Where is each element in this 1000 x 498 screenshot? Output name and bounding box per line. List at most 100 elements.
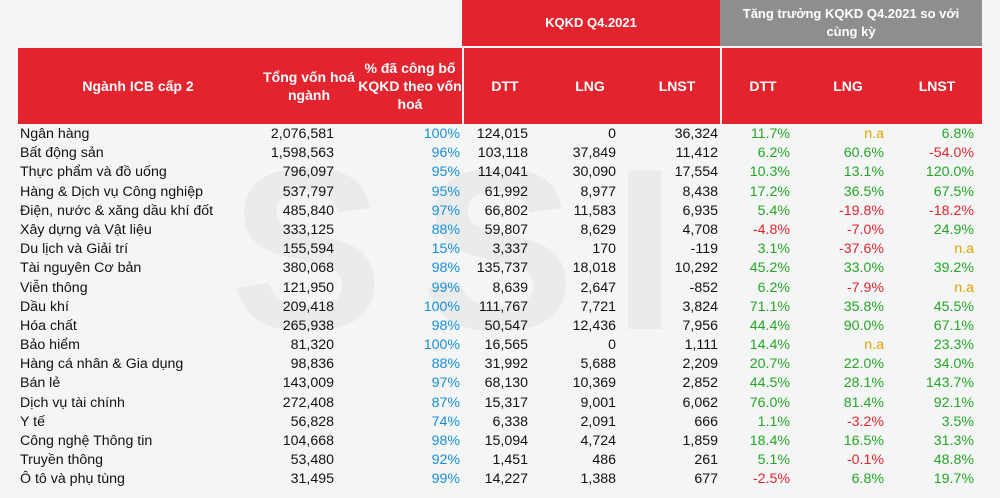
dtt-cell: 103,118 (477, 145, 528, 162)
market-cap-cell: 56,828 (290, 413, 334, 430)
lnst-cell: 261 (694, 452, 718, 469)
dtt-cell: 59,807 (484, 221, 528, 238)
lnst-cell: 7,956 (682, 317, 718, 334)
industry-cell: Dầu khí (20, 298, 69, 315)
dtt-cell: 6,338 (492, 413, 528, 430)
growth-dtt-cell: 6.2% (757, 145, 790, 162)
dtt-cell: 16,565 (484, 337, 528, 354)
market-cap-cell: 104,668 (282, 433, 334, 449)
dtt-cell: 31,992 (484, 356, 528, 373)
lng-cell: 12,436 (572, 317, 616, 334)
industry-cell: Bất động sản (20, 145, 104, 162)
pct-reported-cell: 95% (431, 183, 460, 200)
industry-cell: Bảo hiểm (20, 337, 80, 354)
lng-cell: 37,849 (572, 145, 616, 162)
market-cap-cell: 121,950 (282, 279, 334, 296)
dtt-cell: 8,639 (492, 279, 528, 296)
growth-lng-cell: 35.8% (843, 298, 884, 315)
growth-lnst-cell: 67.1% (933, 317, 974, 334)
lnst-cell: 17,554 (674, 164, 718, 181)
pct-reported-cell: 96% (431, 145, 460, 162)
pct-reported-cell: 100% (423, 337, 460, 354)
header-divider (720, 48, 722, 124)
dtt-cell: 68,130 (484, 375, 528, 392)
growth-dtt-cell: 20.7% (749, 356, 790, 373)
pct-reported-cell: 98% (431, 260, 460, 277)
growth-lnst-cell: 24.9% (933, 221, 974, 238)
col-header-lnst: LNST (658, 78, 696, 94)
lng-cell: 18,018 (572, 260, 616, 277)
industry-cell: Bán lẻ (20, 375, 61, 392)
growth-dtt-cell: 3.1% (757, 241, 790, 258)
lng-cell: 170 (592, 241, 616, 258)
growth-lng-cell: n.a (864, 337, 884, 354)
growth-lng-cell: 33.0% (843, 260, 884, 277)
growth-lnst-cell: 120.0% (925, 164, 974, 181)
pct-reported-cell: 87% (431, 394, 460, 411)
industry-cell: Hàng & Dịch vụ Công nghiệp (20, 183, 203, 200)
pct-reported-cell: 100% (423, 298, 460, 315)
market-cap-cell: 333,125 (282, 221, 334, 238)
dtt-cell: 15,094 (484, 433, 528, 449)
growth-lnst-cell: 48.8% (933, 452, 974, 469)
dtt-cell: 135,737 (476, 260, 528, 277)
table-row: Bảo hiểm 81,320 100% 16,565 0 1,111 14.4% n.a 23… (18, 336, 982, 355)
table-row: Hàng & Dịch vụ Công nghiệp 537,797 95% 61,9… (18, 183, 982, 202)
growth-lnst-cell: 3.5% (941, 413, 974, 430)
table-row: Hóa chất 265,938 98% 50,547 12,436 7,956 44.4%… (18, 317, 982, 336)
growth-dtt-cell: 44.4% (749, 317, 790, 334)
growth-lnst-cell: 6.8% (941, 126, 974, 142)
market-cap-cell: 209,418 (282, 298, 334, 315)
lng-cell: 0 (608, 126, 616, 142)
table-row: Dầu khí 209,418 100% 111,767 7,721 3,824 71.1%… (18, 298, 982, 317)
growth-dtt-cell: 10.3% (749, 164, 790, 181)
table-row: Dịch vụ tài chính 272,408 87% 15,317 9,001 6,… (18, 394, 982, 413)
pct-reported-cell: 15% (431, 241, 460, 258)
dtt-cell: 66,802 (484, 202, 528, 219)
lng-cell: 0 (608, 337, 616, 354)
industry-cell: Y tế (20, 413, 45, 430)
lng-cell: 2,091 (580, 413, 616, 430)
growth-dtt-cell: 76.0% (749, 394, 790, 411)
pct-reported-cell: 99% (431, 471, 460, 488)
industry-cell: Hóa chất (20, 317, 77, 334)
growth-lnst-cell: n.a (954, 241, 974, 258)
dtt-cell: 111,767 (478, 298, 528, 315)
pct-reported-cell: 74% (431, 413, 460, 430)
col-header-growth-lnst: LNST (918, 78, 956, 94)
pct-reported-cell: 88% (431, 221, 460, 238)
table-row: Y tế 56,828 74% 6,338 2,091 666 1.1% -3.2% 3.5% (18, 413, 982, 432)
market-cap-cell: 53,480 (290, 452, 334, 469)
growth-lnst-cell: -54.0% (929, 145, 974, 162)
lng-cell: 5,688 (580, 356, 616, 373)
lnst-cell: -852 (689, 279, 718, 296)
table-row: Du lịch và Giải trí 155,594 15% 3,337 170 -11… (18, 240, 982, 259)
growth-dtt-cell: 18.4% (749, 433, 790, 449)
growth-lng-cell: -0.1% (846, 452, 884, 469)
pct-reported-cell: 97% (431, 375, 460, 392)
growth-lnst-cell: 34.0% (933, 356, 974, 373)
table-row: Hàng cá nhân & Gia dụng 98,836 88% 31,992 5,… (18, 355, 982, 374)
table-row: Truyền thông 53,480 92% 1,451 486 261 5.1% -0.1… (18, 451, 982, 470)
market-cap-cell: 485,840 (282, 202, 334, 219)
dtt-cell: 15,317 (484, 394, 528, 411)
lnst-cell: 2,209 (682, 356, 718, 373)
growth-lnst-cell: 67.5% (933, 183, 974, 200)
industry-cell: Công nghệ Thông tin (20, 433, 153, 449)
market-cap-cell: 380,068 (282, 260, 334, 277)
dtt-cell: 50,547 (484, 317, 528, 334)
col-header-pct-reported: % đã công bố KQKD theo vốn hoá (358, 60, 462, 112)
lng-cell: 30,090 (572, 164, 616, 181)
growth-dtt-cell: 14.4% (749, 337, 790, 354)
col-header-lng: LNG (575, 78, 605, 94)
industry-cell: Hàng cá nhân & Gia dụng (20, 356, 184, 373)
growth-group-header: Tăng trưởng KQKD Q4.2021 so với cùng kỳ (720, 0, 982, 46)
growth-lng-cell: -7.9% (846, 279, 884, 296)
growth-dtt-cell: 1.1% (757, 413, 790, 430)
col-header-growth-lng: LNG (833, 78, 863, 94)
lng-cell: 7,721 (580, 298, 616, 315)
industry-cell: Điện, nước & xăng dầu khí đốt (20, 202, 214, 219)
growth-dtt-cell: -4.8% (752, 221, 790, 238)
industry-cell: Viễn thông (20, 279, 88, 296)
growth-lng-cell: n.a (864, 126, 884, 142)
